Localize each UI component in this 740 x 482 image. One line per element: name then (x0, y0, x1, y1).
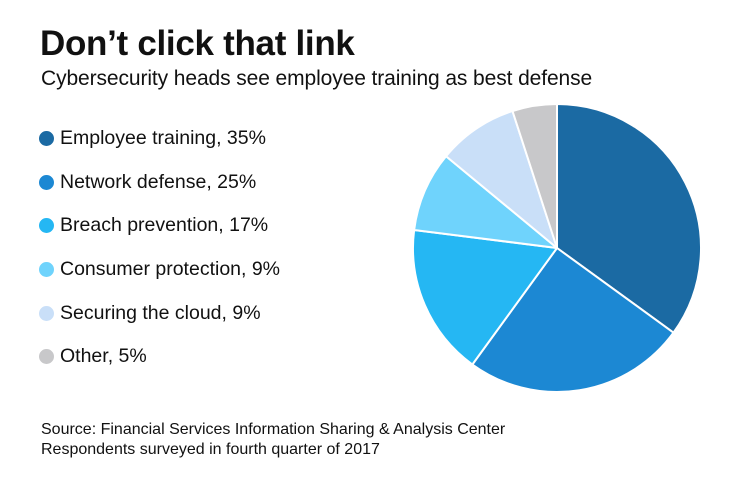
legend-item-other: Other, 5% (39, 335, 280, 379)
legend-label: Securing the cloud, 9% (60, 301, 261, 324)
pie-slice-employee-training (556, 103, 702, 334)
pie-slice-consumer-protection (413, 155, 558, 249)
legend-item-securing-the-cloud: Securing the cloud, 9% (39, 291, 280, 335)
pie-slices (412, 103, 702, 393)
legend-label: Network defense, 25% (60, 170, 257, 193)
legend-swatch-icon (39, 218, 54, 234)
legend-item-employee-training: Employee training, 35% (39, 117, 280, 161)
chart-title: Don’t click that link (40, 24, 355, 63)
pie-slice-other (511, 103, 558, 249)
legend-swatch-icon (39, 131, 54, 147)
legend-item-breach-prevention: Breach prevention, 17% (39, 204, 280, 248)
legend-label: Other, 5% (60, 345, 147, 368)
legend: Employee training, 35% Network defense, … (39, 117, 280, 379)
legend-label: Breach prevention, 17% (60, 214, 269, 237)
survey-note: Respondents surveyed in fourth quarter o… (41, 441, 380, 458)
legend-swatch-icon (39, 305, 54, 321)
legend-swatch-icon (39, 174, 54, 190)
chart-subtitle: Cybersecurity heads see employee trainin… (41, 67, 593, 90)
pie-slice-breach-prevention (412, 228, 558, 366)
legend-swatch-icon (39, 262, 54, 278)
pie-slice-securing-the-cloud (445, 110, 558, 249)
legend-label: Employee training, 35% (60, 127, 266, 150)
legend-item-consumer-protection: Consumer protection, 9% (39, 248, 280, 292)
chart-footer: Source: Financial Services Information S… (41, 420, 505, 460)
source-note: Source: Financial Services Information S… (41, 421, 506, 438)
legend-item-network-defense: Network defense, 25% (39, 161, 280, 205)
legend-swatch-icon (39, 349, 54, 365)
pie-slice-network-defense (471, 247, 675, 393)
legend-label: Consumer protection, 9% (60, 258, 281, 281)
